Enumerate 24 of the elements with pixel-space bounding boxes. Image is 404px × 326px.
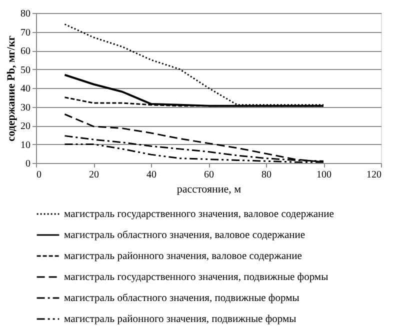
- x-tick-label: 120: [366, 170, 382, 180]
- y-tick-label: 40: [20, 84, 30, 94]
- y-tick-label: 30: [20, 102, 30, 114]
- y-tick-label: 20: [20, 121, 30, 132]
- y-axis-title: содержание Pb, мг/кг: [6, 36, 18, 142]
- x-tick-label: 60: [204, 170, 214, 180]
- x-tick-label: 0: [36, 170, 42, 180]
- legend-label: магистраль районного значения, подвижные формы: [64, 314, 296, 325]
- legend-label: магистраль государственного значения, валовое содержание: [64, 209, 334, 220]
- y-tick-label: 70: [20, 27, 30, 38]
- legend-label: магистраль областного значения, валовое содержание: [64, 230, 306, 241]
- y-tick-label: 50: [20, 64, 30, 76]
- y-tick-label: 0: [26, 158, 30, 170]
- x-axis-title: расстояние, м: [176, 184, 242, 196]
- x-tick-label: 20: [89, 170, 99, 180]
- legend-label: магистраль государственного значения, подвижные формы: [64, 272, 328, 283]
- y-tick-label: 80: [20, 8, 30, 20]
- x-tick-label: 100: [316, 170, 332, 180]
- x-tick-label: 40: [146, 170, 156, 180]
- y-tick-label: 10: [20, 140, 30, 151]
- y-tick-label: 60: [20, 46, 30, 57]
- legend-label: магистраль районного значения, валовое содержание: [64, 251, 302, 262]
- x-tick-label: 80: [262, 170, 272, 180]
- legend-label: магистраль областного значения, подвижные формы: [64, 293, 300, 304]
